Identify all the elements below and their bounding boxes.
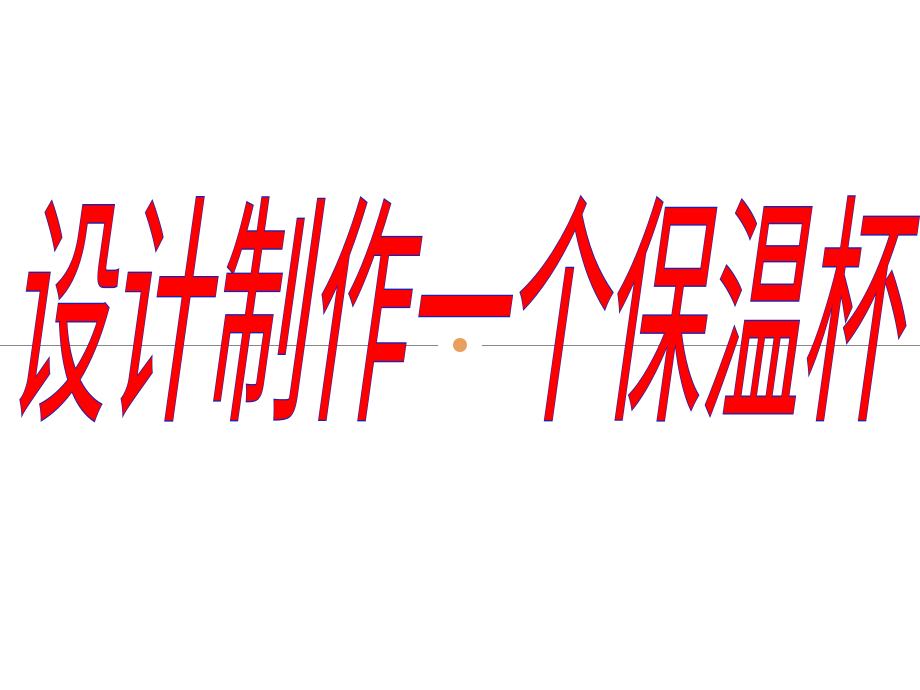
slide-title-text: 设计制作一个保温杯 <box>0 185 920 454</box>
slide-title-wordart: 设计制作一个保温杯 <box>0 90 920 600</box>
